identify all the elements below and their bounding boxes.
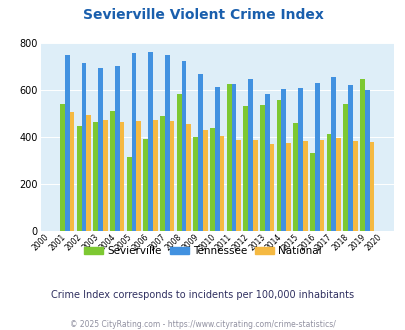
Bar: [276, 100, 281, 231]
Bar: [153, 119, 157, 231]
Bar: [293, 123, 297, 231]
Bar: [136, 121, 141, 231]
Bar: [314, 83, 319, 231]
Bar: [236, 140, 240, 231]
Text: © 2025 CityRating.com - https://www.cityrating.com/crime-statistics/: © 2025 CityRating.com - https://www.city…: [70, 320, 335, 329]
Bar: [347, 85, 352, 231]
Bar: [148, 52, 153, 231]
Bar: [86, 115, 91, 231]
Bar: [160, 116, 164, 231]
Bar: [214, 87, 219, 231]
Bar: [286, 143, 290, 231]
Bar: [352, 141, 357, 231]
Bar: [226, 84, 231, 231]
Bar: [260, 105, 264, 231]
Bar: [302, 142, 307, 231]
Bar: [231, 84, 236, 231]
Text: Crime Index corresponds to incidents per 100,000 inhabitants: Crime Index corresponds to incidents per…: [51, 290, 354, 300]
Bar: [202, 130, 207, 231]
Bar: [186, 124, 190, 231]
Bar: [110, 111, 115, 231]
Text: Sevierville Violent Crime Index: Sevierville Violent Crime Index: [82, 8, 323, 22]
Bar: [219, 136, 224, 231]
Bar: [131, 53, 136, 231]
Bar: [77, 126, 81, 231]
Bar: [143, 139, 148, 231]
Bar: [169, 121, 174, 231]
Bar: [269, 145, 274, 231]
Bar: [243, 106, 247, 231]
Bar: [98, 68, 103, 231]
Bar: [252, 140, 257, 231]
Bar: [193, 137, 198, 231]
Bar: [297, 88, 302, 231]
Bar: [330, 77, 335, 231]
Bar: [65, 55, 69, 231]
Bar: [364, 90, 369, 231]
Bar: [343, 104, 347, 231]
Legend: Sevierville, Tennessee, National: Sevierville, Tennessee, National: [84, 246, 321, 256]
Bar: [369, 142, 373, 231]
Bar: [164, 55, 169, 231]
Bar: [69, 112, 74, 231]
Bar: [319, 140, 324, 231]
Bar: [115, 66, 119, 231]
Bar: [81, 63, 86, 231]
Bar: [309, 153, 314, 231]
Bar: [335, 138, 340, 231]
Bar: [119, 122, 124, 231]
Bar: [181, 61, 186, 231]
Bar: [210, 128, 214, 231]
Bar: [359, 79, 364, 231]
Bar: [247, 79, 252, 231]
Bar: [60, 104, 65, 231]
Bar: [198, 74, 202, 231]
Bar: [93, 122, 98, 231]
Bar: [281, 89, 286, 231]
Bar: [264, 94, 269, 231]
Bar: [103, 120, 107, 231]
Bar: [326, 134, 330, 231]
Bar: [126, 157, 131, 231]
Bar: [176, 94, 181, 231]
